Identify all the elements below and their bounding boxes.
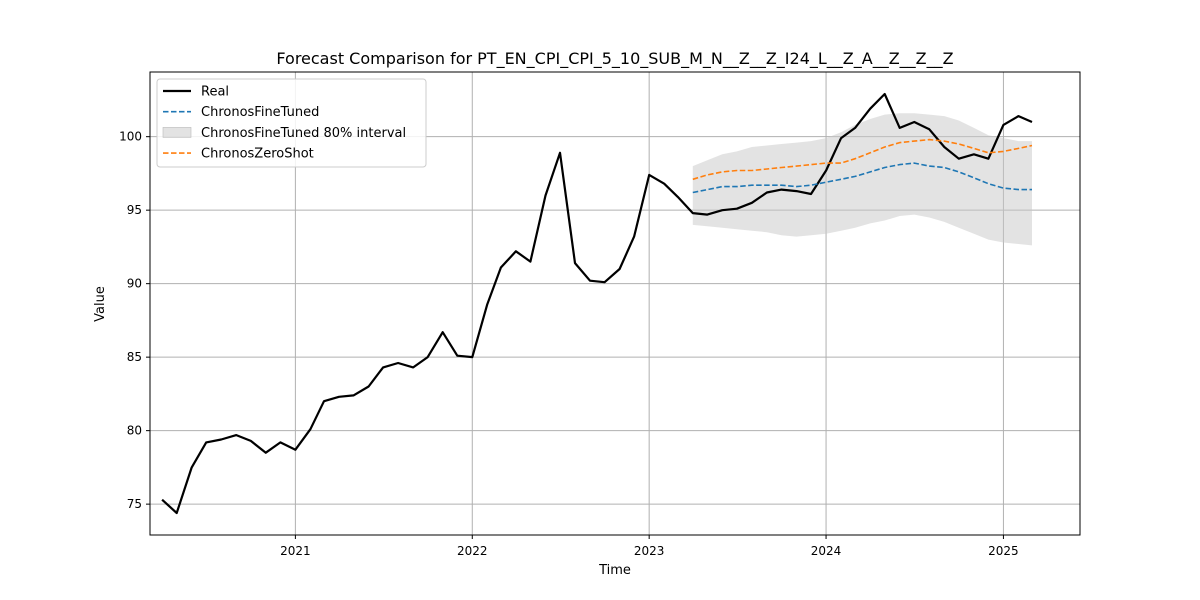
chart-title: Forecast Comparison for PT_EN_CPI_CPI_5_…	[276, 49, 953, 69]
series-layer	[161, 92, 1033, 515]
y-axis-label: Value	[93, 286, 108, 322]
x-tick-label: 2022	[457, 544, 488, 558]
x-tick-label: 2021	[280, 544, 311, 558]
legend-label-chronosfinetuned: ChronosFineTuned	[201, 105, 319, 120]
legend-swatch-chronosfinetuned-80-interval	[162, 127, 192, 138]
legend-label-chronoszeroshot: ChronosZeroShot	[201, 147, 314, 162]
y-tick-label: 85	[127, 350, 142, 364]
plot-frame	[149, 71, 1081, 536]
y-tick-label: 90	[127, 277, 142, 291]
legend-label-real: Real	[201, 85, 229, 100]
x-tick-label: 2023	[634, 544, 665, 558]
real-line	[161, 92, 1033, 515]
legend-items: Real ChronosFineTuned ChronosFineTuned 80%…	[162, 85, 406, 162]
chronoszeroshot-line	[692, 138, 1033, 181]
chronosfinetuned-80-interval-band	[692, 113, 1032, 246]
x-tick-label: 2025	[988, 544, 1019, 558]
legend: Real ChronosFineTuned ChronosFineTuned 80%…	[156, 78, 427, 168]
y-tick-label: 100	[119, 130, 142, 144]
y-tick-label: 75	[127, 497, 142, 511]
legend-label-chronosfinetuned-80-interval: ChronosFineTuned 80% interval	[201, 126, 406, 141]
x-axis-ticks: 2021 2022 2023 2024 2025	[280, 535, 1019, 558]
legend-box	[156, 78, 427, 168]
interval-band-layer	[692, 113, 1032, 246]
y-tick-label: 80	[127, 424, 142, 438]
y-tick-label: 95	[127, 203, 142, 217]
x-tick-label: 2024	[811, 544, 842, 558]
y-axis-ticks: 75 80 85 90 95 100	[119, 130, 150, 511]
x-axis-label: Time	[598, 563, 631, 578]
chronosfinetuned-line	[692, 162, 1032, 194]
